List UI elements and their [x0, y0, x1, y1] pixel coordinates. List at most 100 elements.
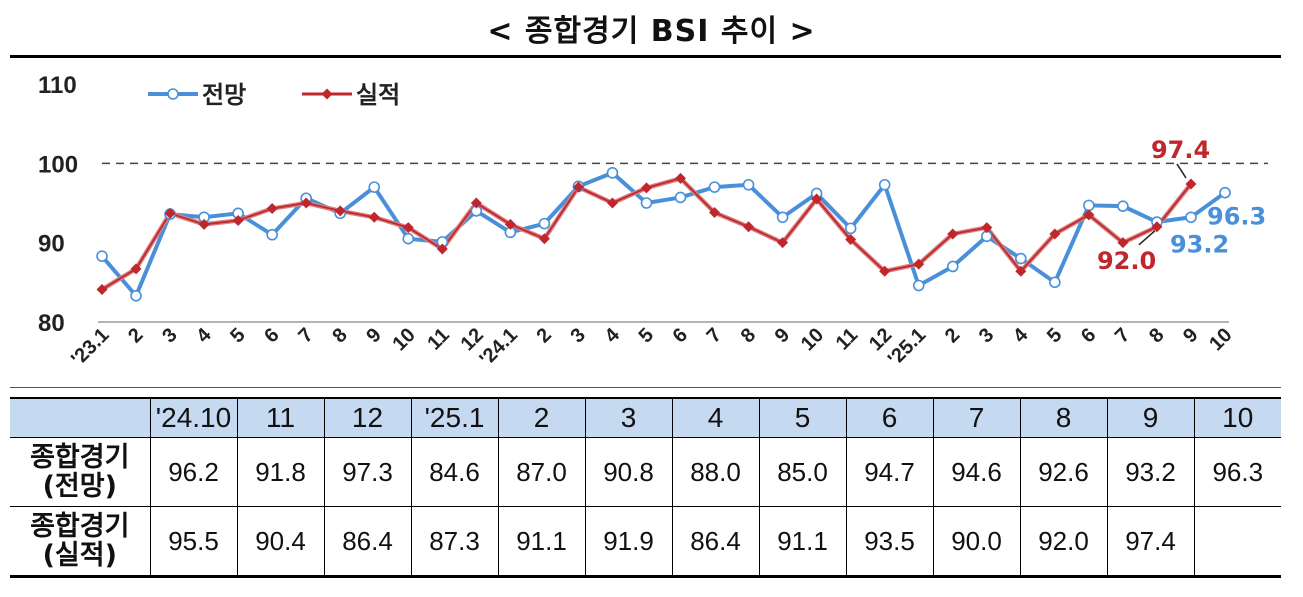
- table-cell: 91.8: [236, 437, 325, 507]
- y-tick-label: 100: [38, 151, 78, 178]
- table-cell: 93.2: [1106, 437, 1195, 507]
- legend-actual-label: 실적: [356, 81, 400, 109]
- legend-actual-marker: [321, 88, 333, 100]
- point-forecast: [1117, 200, 1129, 212]
- table-cell: 96.3: [1193, 437, 1281, 507]
- table-header-cell: 6: [845, 397, 934, 438]
- table-header-cell: 8: [1019, 397, 1108, 438]
- point-forecast: [1219, 186, 1231, 199]
- table-cell: 87.0: [497, 437, 586, 507]
- point-actual: [232, 214, 244, 226]
- point-actual: [1015, 265, 1027, 277]
- table-cell: 91.1: [497, 506, 586, 578]
- x-tick-label: '25.1: [884, 324, 930, 370]
- x-tick-label: 6: [260, 324, 283, 347]
- point-actual: [402, 222, 414, 234]
- point-actual: [1083, 209, 1095, 221]
- x-tick-label: 8: [328, 324, 351, 347]
- point-actual: [538, 233, 550, 245]
- point-actual: [164, 207, 176, 219]
- point-actual: [300, 197, 312, 209]
- x-tick-label: '24.1: [475, 324, 521, 370]
- point-actual: [845, 233, 857, 245]
- table-header-cell: 9: [1106, 397, 1195, 438]
- table-header-cell: 3: [584, 397, 673, 438]
- legend-forecast-label: 전망: [202, 81, 246, 109]
- point-actual: [198, 218, 210, 230]
- annotation-leader: [1176, 163, 1187, 179]
- point-forecast: [266, 228, 278, 241]
- table-cell: 90.4: [236, 506, 325, 578]
- x-tick-label: 9: [1179, 324, 1202, 347]
- point-actual: [709, 207, 721, 219]
- x-tick-label: 2: [533, 324, 556, 347]
- x-tick-label: 8: [737, 324, 760, 347]
- x-tick-label: 10: [1205, 324, 1236, 355]
- point-actual: [1151, 221, 1163, 233]
- point-actual: [368, 211, 380, 223]
- x-tick-label: 7: [1111, 324, 1134, 347]
- table-header-cell: [10, 397, 151, 438]
- table-cell: 96.2: [149, 437, 238, 507]
- point-actual: [436, 243, 448, 255]
- point-forecast: [130, 290, 142, 302]
- series-line-actual: [101, 177, 1192, 291]
- x-tick-label: 2: [941, 324, 964, 347]
- table-cell: 95.5: [149, 506, 238, 578]
- point-forecast: [674, 191, 687, 204]
- point-forecast: [1083, 199, 1095, 212]
- x-tick-label: 11: [423, 324, 454, 355]
- point-forecast: [402, 232, 415, 245]
- point-actual: [1049, 228, 1061, 240]
- point-actual: [947, 228, 959, 240]
- y-tick-label: 90: [38, 231, 65, 258]
- table-cell: 92.0: [1019, 506, 1108, 578]
- x-tick-label: 8: [1145, 324, 1168, 347]
- point-forecast: [1049, 276, 1061, 289]
- row-label-line1: 종합경기: [30, 441, 130, 473]
- point-actual: [504, 218, 516, 230]
- row-label-forecast: 종합경기 (전망): [10, 437, 151, 507]
- table-header-cell: 4: [671, 397, 760, 438]
- y-tick-label: 110: [38, 72, 77, 99]
- point-forecast: [368, 181, 381, 193]
- table-header-cell: 11: [236, 397, 325, 438]
- table-header-cell: 7: [932, 397, 1021, 438]
- annotation-leader: [1138, 230, 1156, 246]
- table-cell: 85.0: [758, 437, 847, 507]
- point-forecast: [878, 178, 891, 191]
- x-tick-label: 2: [124, 324, 147, 347]
- point-forecast: [946, 260, 959, 273]
- point-actual: [130, 263, 142, 275]
- chart-table-divider: [10, 387, 1281, 388]
- point-actual: [811, 193, 823, 205]
- table-header-cell: 12: [323, 397, 412, 438]
- point-actual: [606, 197, 618, 209]
- row-label-actual: 종합경기 (실적): [10, 506, 151, 578]
- x-tick-label: 5: [226, 324, 249, 347]
- bsi-table: '24.10 11 12 '25.1 2 3 4 5 6 7 8 9 10 종합…: [10, 397, 1281, 578]
- annotation-actual-last: 97.4: [1151, 136, 1210, 164]
- annotation-forecast-last: 96.3: [1207, 203, 1266, 231]
- x-tick-label: 3: [158, 324, 181, 347]
- table-cell: 97.4: [1106, 506, 1195, 578]
- table-cell: 94.6: [932, 437, 1021, 507]
- x-tick-label: 10: [389, 324, 420, 355]
- point-actual: [879, 265, 891, 277]
- point-forecast: [96, 250, 108, 262]
- x-tick-label: 4: [601, 323, 625, 347]
- point-actual: [675, 172, 687, 184]
- table-header-cell: 5: [758, 397, 847, 438]
- table-cell: 84.6: [410, 437, 499, 507]
- table-cell: [1193, 506, 1281, 578]
- y-tick-label: 80: [38, 310, 65, 337]
- table-cell: 91.1: [758, 506, 847, 578]
- series-line-forecast: [100, 170, 1227, 298]
- point-actual: [334, 205, 346, 217]
- table-row-forecast: 종합경기 (전망) 96.2 91.8 97.3 84.6 87.0 90.8 8…: [10, 437, 1281, 507]
- table-cell: 97.3: [323, 437, 412, 507]
- table-cell: 90.0: [932, 506, 1021, 578]
- x-tick-label: 3: [567, 324, 590, 347]
- point-actual: [640, 182, 652, 194]
- table-header-cell: '24.10: [149, 397, 238, 438]
